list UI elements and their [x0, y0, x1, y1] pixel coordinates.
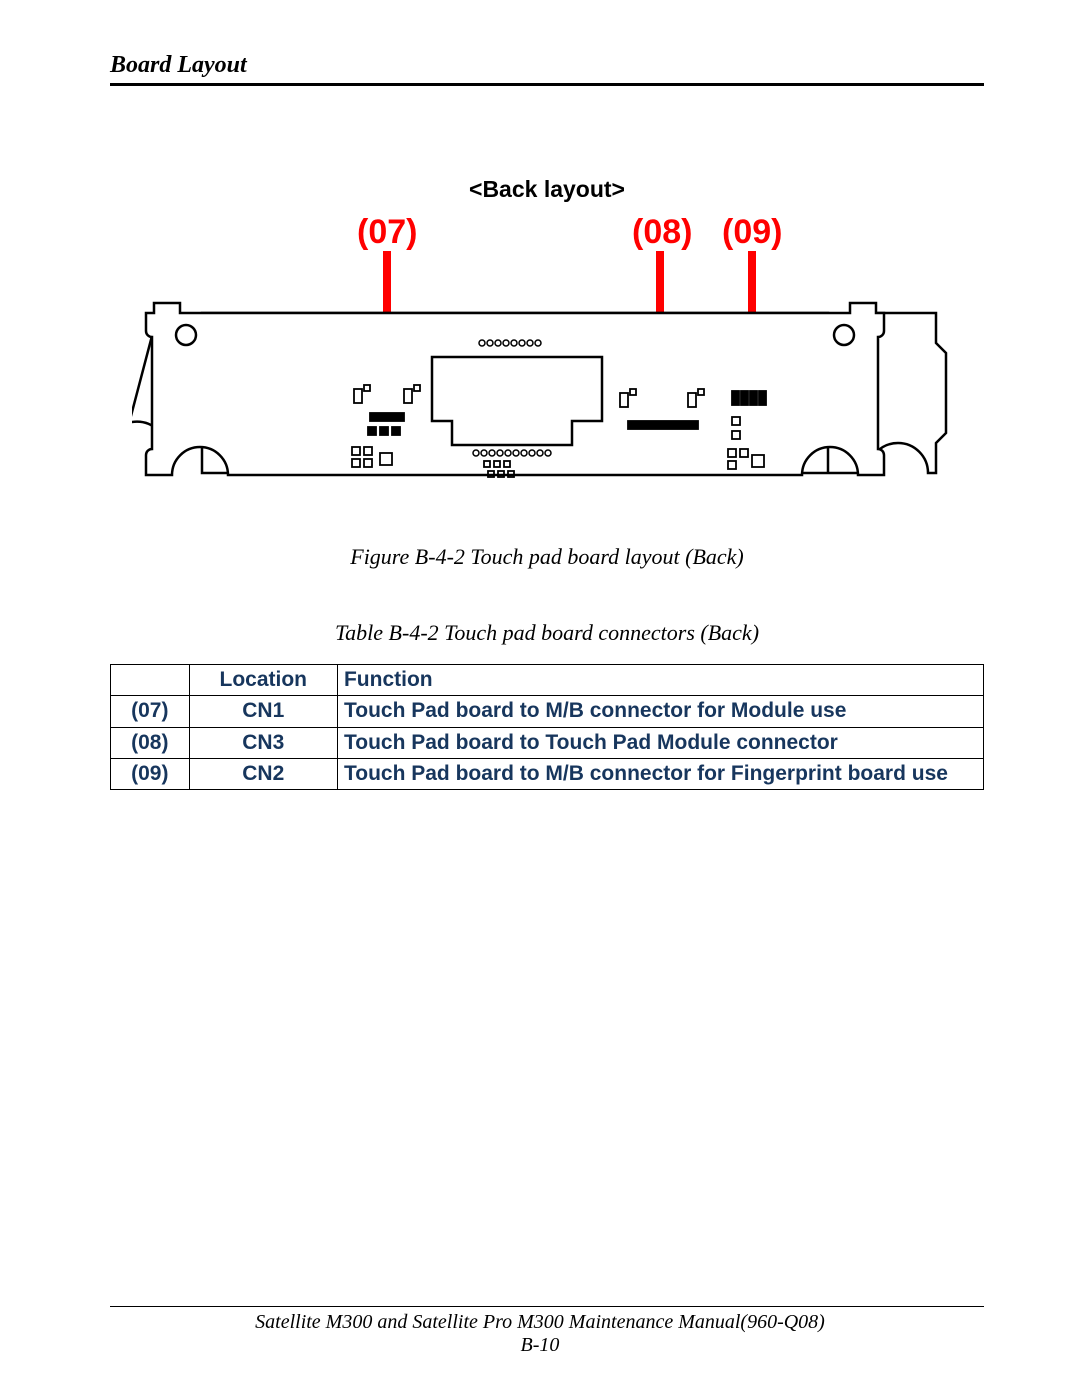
- callout-09-label: (09): [722, 213, 782, 251]
- callout-08-label: (08): [632, 213, 692, 251]
- table-row: (08) CN3 Touch Pad board to Touch Pad Mo…: [111, 727, 984, 758]
- page: Board Layout <Back layout> (07) (08) (09…: [0, 0, 1080, 1397]
- th-function: Function: [337, 665, 983, 696]
- table-row: (09) CN2 Touch Pad board to M/B connecto…: [111, 758, 984, 789]
- cell-location: CN2: [189, 758, 337, 789]
- cell-function: Touch Pad board to M/B connector for Fin…: [337, 758, 983, 789]
- callout-07-label: (07): [357, 213, 417, 251]
- page-footer: Satellite M300 and Satellite Pro M300 Ma…: [0, 1306, 1080, 1357]
- cell-location: CN3: [189, 727, 337, 758]
- cell-function: Touch Pad board to M/B connector for Mod…: [337, 696, 983, 727]
- cell-num: (07): [111, 696, 190, 727]
- footer-rule: [110, 1306, 984, 1307]
- table-row: (07) CN1 Touch Pad board to M/B connecto…: [111, 696, 984, 727]
- footer-line2: B-10: [0, 1334, 1080, 1357]
- footer-line1: Satellite M300 and Satellite Pro M300 Ma…: [0, 1311, 1080, 1334]
- connector-table: Location Function (07) CN1 Touch Pad boa…: [110, 664, 984, 790]
- cell-num: (09): [111, 758, 190, 789]
- table-header-row: Location Function: [111, 665, 984, 696]
- figure-caption: Figure B-4-2 Touch pad board layout (Bac…: [110, 544, 984, 570]
- cell-function: Touch Pad board to Touch Pad Module conn…: [337, 727, 983, 758]
- pcb-outline: [132, 303, 946, 475]
- header-rule: [110, 83, 984, 86]
- th-blank: [111, 665, 190, 696]
- back-layout-subheading: <Back layout>: [110, 176, 984, 203]
- board-diagram: (07) (08) (09): [132, 213, 962, 518]
- th-location: Location: [189, 665, 337, 696]
- cell-location: CN1: [189, 696, 337, 727]
- table-caption: Table B-4-2 Touch pad board connectors (…: [110, 620, 984, 646]
- cell-num: (08): [111, 727, 190, 758]
- section-header: Board Layout: [110, 52, 984, 83]
